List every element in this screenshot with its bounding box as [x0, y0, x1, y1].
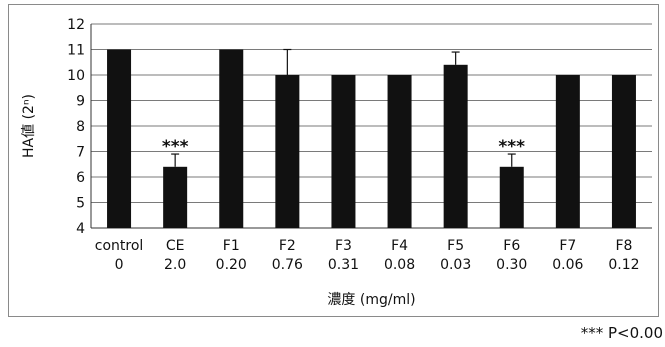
bar: [275, 75, 300, 228]
significance-annotation: ***: [498, 137, 525, 157]
bar: [163, 166, 188, 228]
bar: [331, 75, 356, 228]
significance-footnote: *** P<0.00: [580, 324, 663, 342]
y-tick-label: 7: [76, 145, 85, 161]
chart-frame: 4 5 6 7 8 9 10 11 12 control 0 *** CE 2.0 F1 0.20 F2 0.76…: [8, 4, 659, 317]
x-tick-concentration: 2.0: [164, 257, 186, 273]
x-tick-concentration: 0.03: [440, 257, 471, 273]
x-tick-label: CE: [166, 238, 185, 254]
x-tick-label: F5: [447, 238, 464, 254]
y-tick-label: 10: [67, 68, 85, 84]
bar: [443, 64, 468, 228]
x-tick-concentration: 0.76: [272, 257, 303, 273]
x-tick-concentration: 0.30: [496, 257, 527, 273]
y-tick-label: 6: [76, 170, 85, 186]
bar: [219, 49, 244, 228]
x-tick-label: F1: [223, 238, 240, 254]
y-tick-label: 12: [67, 17, 85, 33]
bar: [387, 75, 412, 228]
bar: [107, 49, 132, 228]
y-tick-label: 4: [76, 221, 85, 237]
x-tick-concentration: 0.06: [552, 257, 583, 273]
significance-annotation: ***: [162, 137, 189, 157]
x-tick-label: F3: [335, 238, 352, 254]
y-tick-label: 8: [76, 119, 85, 135]
x-tick-label: F6: [503, 238, 520, 254]
x-tick-concentration: 0.12: [608, 257, 639, 273]
x-tick-label: F2: [279, 238, 296, 254]
x-tick-label: F7: [559, 238, 576, 254]
x-tick-label: F8: [615, 238, 632, 254]
x-tick-concentration: 0.31: [328, 257, 359, 273]
x-tick-label: F4: [391, 238, 408, 254]
x-tick-concentration: 0.08: [384, 257, 415, 273]
y-axis-label: HA値 (2ⁿ): [21, 94, 37, 158]
bar: [555, 75, 580, 228]
x-tick-concentration: 0: [115, 257, 124, 273]
x-tick-concentration: 0.20: [216, 257, 247, 273]
x-tick-label: control: [95, 238, 144, 254]
bar: [499, 166, 524, 228]
y-tick-label: 5: [76, 196, 85, 212]
x-axis-label: 濃度 (mg/ml): [327, 292, 415, 308]
y-tick-label: 9: [76, 94, 85, 110]
bar-chart: 4 5 6 7 8 9 10 11 12 control 0 *** CE 2.0 F1 0.20 F2 0.76…: [21, 17, 652, 308]
y-tick-label: 11: [67, 43, 85, 59]
bar: [611, 75, 636, 228]
